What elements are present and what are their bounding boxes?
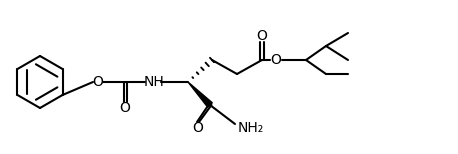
Text: O: O [120, 101, 131, 115]
Text: NH₂: NH₂ [238, 121, 264, 135]
Text: O: O [271, 53, 281, 67]
Text: O: O [256, 29, 267, 43]
Text: NH: NH [144, 75, 164, 89]
Text: O: O [192, 121, 203, 135]
Text: O: O [93, 75, 104, 89]
Polygon shape [188, 82, 213, 107]
